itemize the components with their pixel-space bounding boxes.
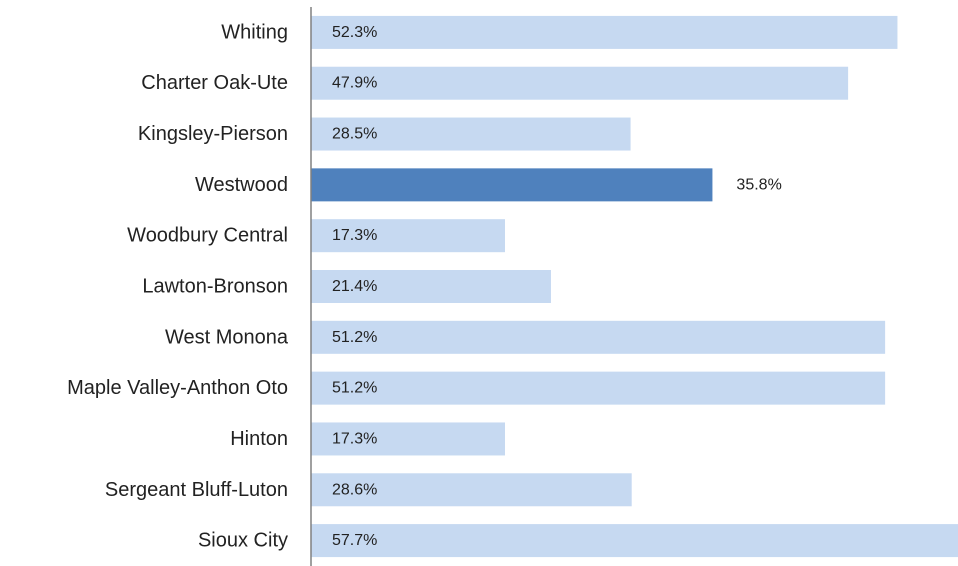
bar-hinton [311, 422, 505, 456]
bar-kingsley-pierson [311, 117, 631, 151]
category-label-woodbury-central: Woodbury Central [127, 225, 288, 247]
bar-maple-valley-anthon-oto [311, 371, 886, 405]
category-label-sioux-city: Sioux City [198, 530, 288, 552]
value-label-charter-oak-ute: 47.9% [332, 75, 377, 92]
category-label-westwood: Westwood [195, 174, 288, 196]
bar-sioux-city [311, 524, 958, 558]
value-label-westwood: 35.8% [736, 176, 781, 193]
bar-charter-oak-ute [311, 66, 849, 100]
bar-west-monona [311, 320, 886, 354]
bar-westwood [311, 168, 713, 202]
value-label-woodbury-central: 17.3% [332, 227, 377, 244]
value-label-kingsley-pierson: 28.5% [332, 126, 377, 143]
value-label-hinton: 17.3% [332, 430, 377, 447]
category-label-sergeant-bluff-luton: Sergeant Bluff-Luton [105, 479, 288, 501]
value-label-lawton-bronson: 21.4% [332, 278, 377, 295]
category-label-maple-valley-anthon-oto: Maple Valley-Anthon Oto [67, 377, 288, 399]
value-label-sioux-city: 57.7% [332, 532, 377, 549]
value-label-west-monona: 51.2% [332, 329, 377, 346]
category-label-lawton-bronson: Lawton-Bronson [142, 276, 288, 298]
value-label-sergeant-bluff-luton: 28.6% [332, 481, 377, 498]
category-label-west-monona: West Monona [165, 326, 289, 348]
bar-sergeant-bluff-luton [311, 473, 632, 507]
category-label-hinton: Hinton [230, 428, 288, 450]
bar-woodbury-central [311, 219, 505, 253]
bar-whiting [311, 15, 898, 49]
value-label-whiting: 52.3% [332, 24, 377, 41]
category-label-whiting: Whiting [221, 21, 288, 43]
category-label-charter-oak-ute: Charter Oak-Ute [141, 72, 288, 94]
bar-lawton-bronson [311, 270, 551, 303]
category-label-kingsley-pierson: Kingsley-Pierson [138, 123, 288, 145]
value-label-maple-valley-anthon-oto: 51.2% [332, 380, 377, 397]
